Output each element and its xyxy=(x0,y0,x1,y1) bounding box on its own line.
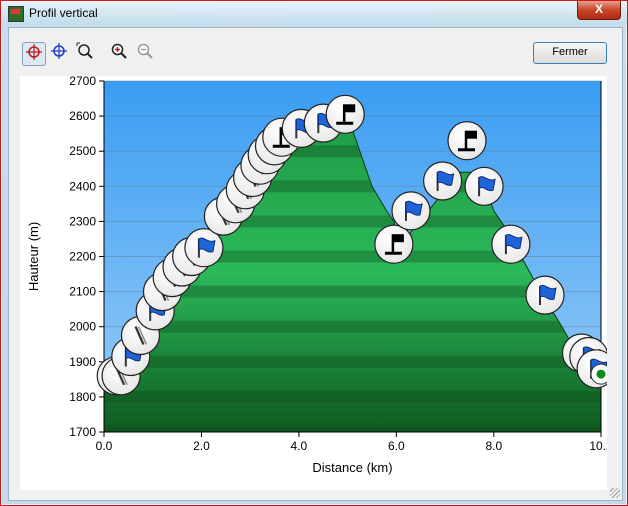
terrain-band xyxy=(104,426,601,432)
resize-grip[interactable] xyxy=(610,488,620,498)
crosshair-tool[interactable] xyxy=(48,42,70,64)
crosshair-blue-icon xyxy=(51,43,67,59)
waypoint-marker-dot[interactable] xyxy=(590,363,612,385)
zoom-in-button[interactable] xyxy=(108,42,130,64)
y-tick-label: 2200 xyxy=(69,250,96,264)
zoom-region-tool[interactable] xyxy=(74,42,96,64)
waypoint-marker-flag[interactable] xyxy=(423,161,463,201)
x-axis-label: Distance (km) xyxy=(312,460,392,475)
y-tick-label: 2400 xyxy=(69,179,96,193)
x-tick-label: 10.2 xyxy=(589,439,607,453)
crosshair-red-icon xyxy=(26,44,42,60)
x-tick-label: 4.0 xyxy=(291,439,308,453)
x-tick-label: 0.0 xyxy=(96,439,113,453)
window-client-area: Fermer xyxy=(8,27,623,501)
terrain-band xyxy=(104,355,601,368)
x-tick-label: 2.0 xyxy=(193,439,210,453)
terrain-band xyxy=(104,250,601,263)
window-close-button[interactable]: X xyxy=(577,1,621,20)
y-axis-ticks: 1700 1800 1900 2000 2100 2200 2300 2400 2500 2600… xyxy=(69,74,104,439)
elevation-profile-chart[interactable]: 0.0 2.0 4.0 6.0 8.0 10.2 1700 1800 1900 2000 2100… xyxy=(20,74,616,490)
waypoint-marker-summit[interactable] xyxy=(325,94,365,134)
y-axis-label: Hauteur (m) xyxy=(26,222,41,291)
select-point-tool[interactable] xyxy=(22,42,46,66)
terrain-band xyxy=(104,320,601,333)
title-bar[interactable]: Profil vertical X xyxy=(1,1,627,25)
y-tick-label: 2100 xyxy=(69,285,96,299)
x-tick-label: 8.0 xyxy=(485,439,502,453)
x-axis-ticks: 0.0 2.0 4.0 6.0 8.0 10.2 xyxy=(96,432,613,453)
fermer-button[interactable]: Fermer xyxy=(533,42,607,64)
waypoint-marker-summit[interactable] xyxy=(374,224,414,264)
x-tick-label: 6.0 xyxy=(388,439,405,453)
terrain-band xyxy=(104,285,601,298)
window-title: Profil vertical xyxy=(29,6,98,20)
zoom-out-button[interactable] xyxy=(134,42,156,64)
waypoint-marker-flag[interactable] xyxy=(184,228,224,268)
y-tick-label: 2700 xyxy=(69,76,96,88)
y-tick-label: 1700 xyxy=(69,425,96,439)
waypoint-marker-flag[interactable] xyxy=(525,275,565,315)
waypoint-marker-flag[interactable] xyxy=(491,224,531,264)
waypoint-marker-flag[interactable] xyxy=(391,191,431,231)
zoom-region-icon xyxy=(76,42,93,59)
y-tick-label: 1900 xyxy=(69,355,96,369)
zoom-in-icon xyxy=(111,43,127,59)
terrain-band xyxy=(104,390,601,403)
waypoint-marker-summit[interactable] xyxy=(447,121,487,161)
waypoint-marker-flag[interactable] xyxy=(464,166,504,206)
y-tick-label: 2600 xyxy=(69,109,96,123)
y-tick-label: 2500 xyxy=(69,144,96,158)
y-tick-label: 2300 xyxy=(69,214,96,228)
elevation-chart-panel: 0.0 2.0 4.0 6.0 8.0 10.2 1700 1800 1900 2000 2100… xyxy=(20,74,616,490)
y-tick-label: 1800 xyxy=(69,390,96,404)
zoom-out-icon xyxy=(137,43,153,59)
waypoint-markers xyxy=(96,94,616,396)
y-tick-label: 2000 xyxy=(69,320,96,334)
app-icon xyxy=(8,6,24,22)
toolbar: Fermer xyxy=(9,28,622,68)
